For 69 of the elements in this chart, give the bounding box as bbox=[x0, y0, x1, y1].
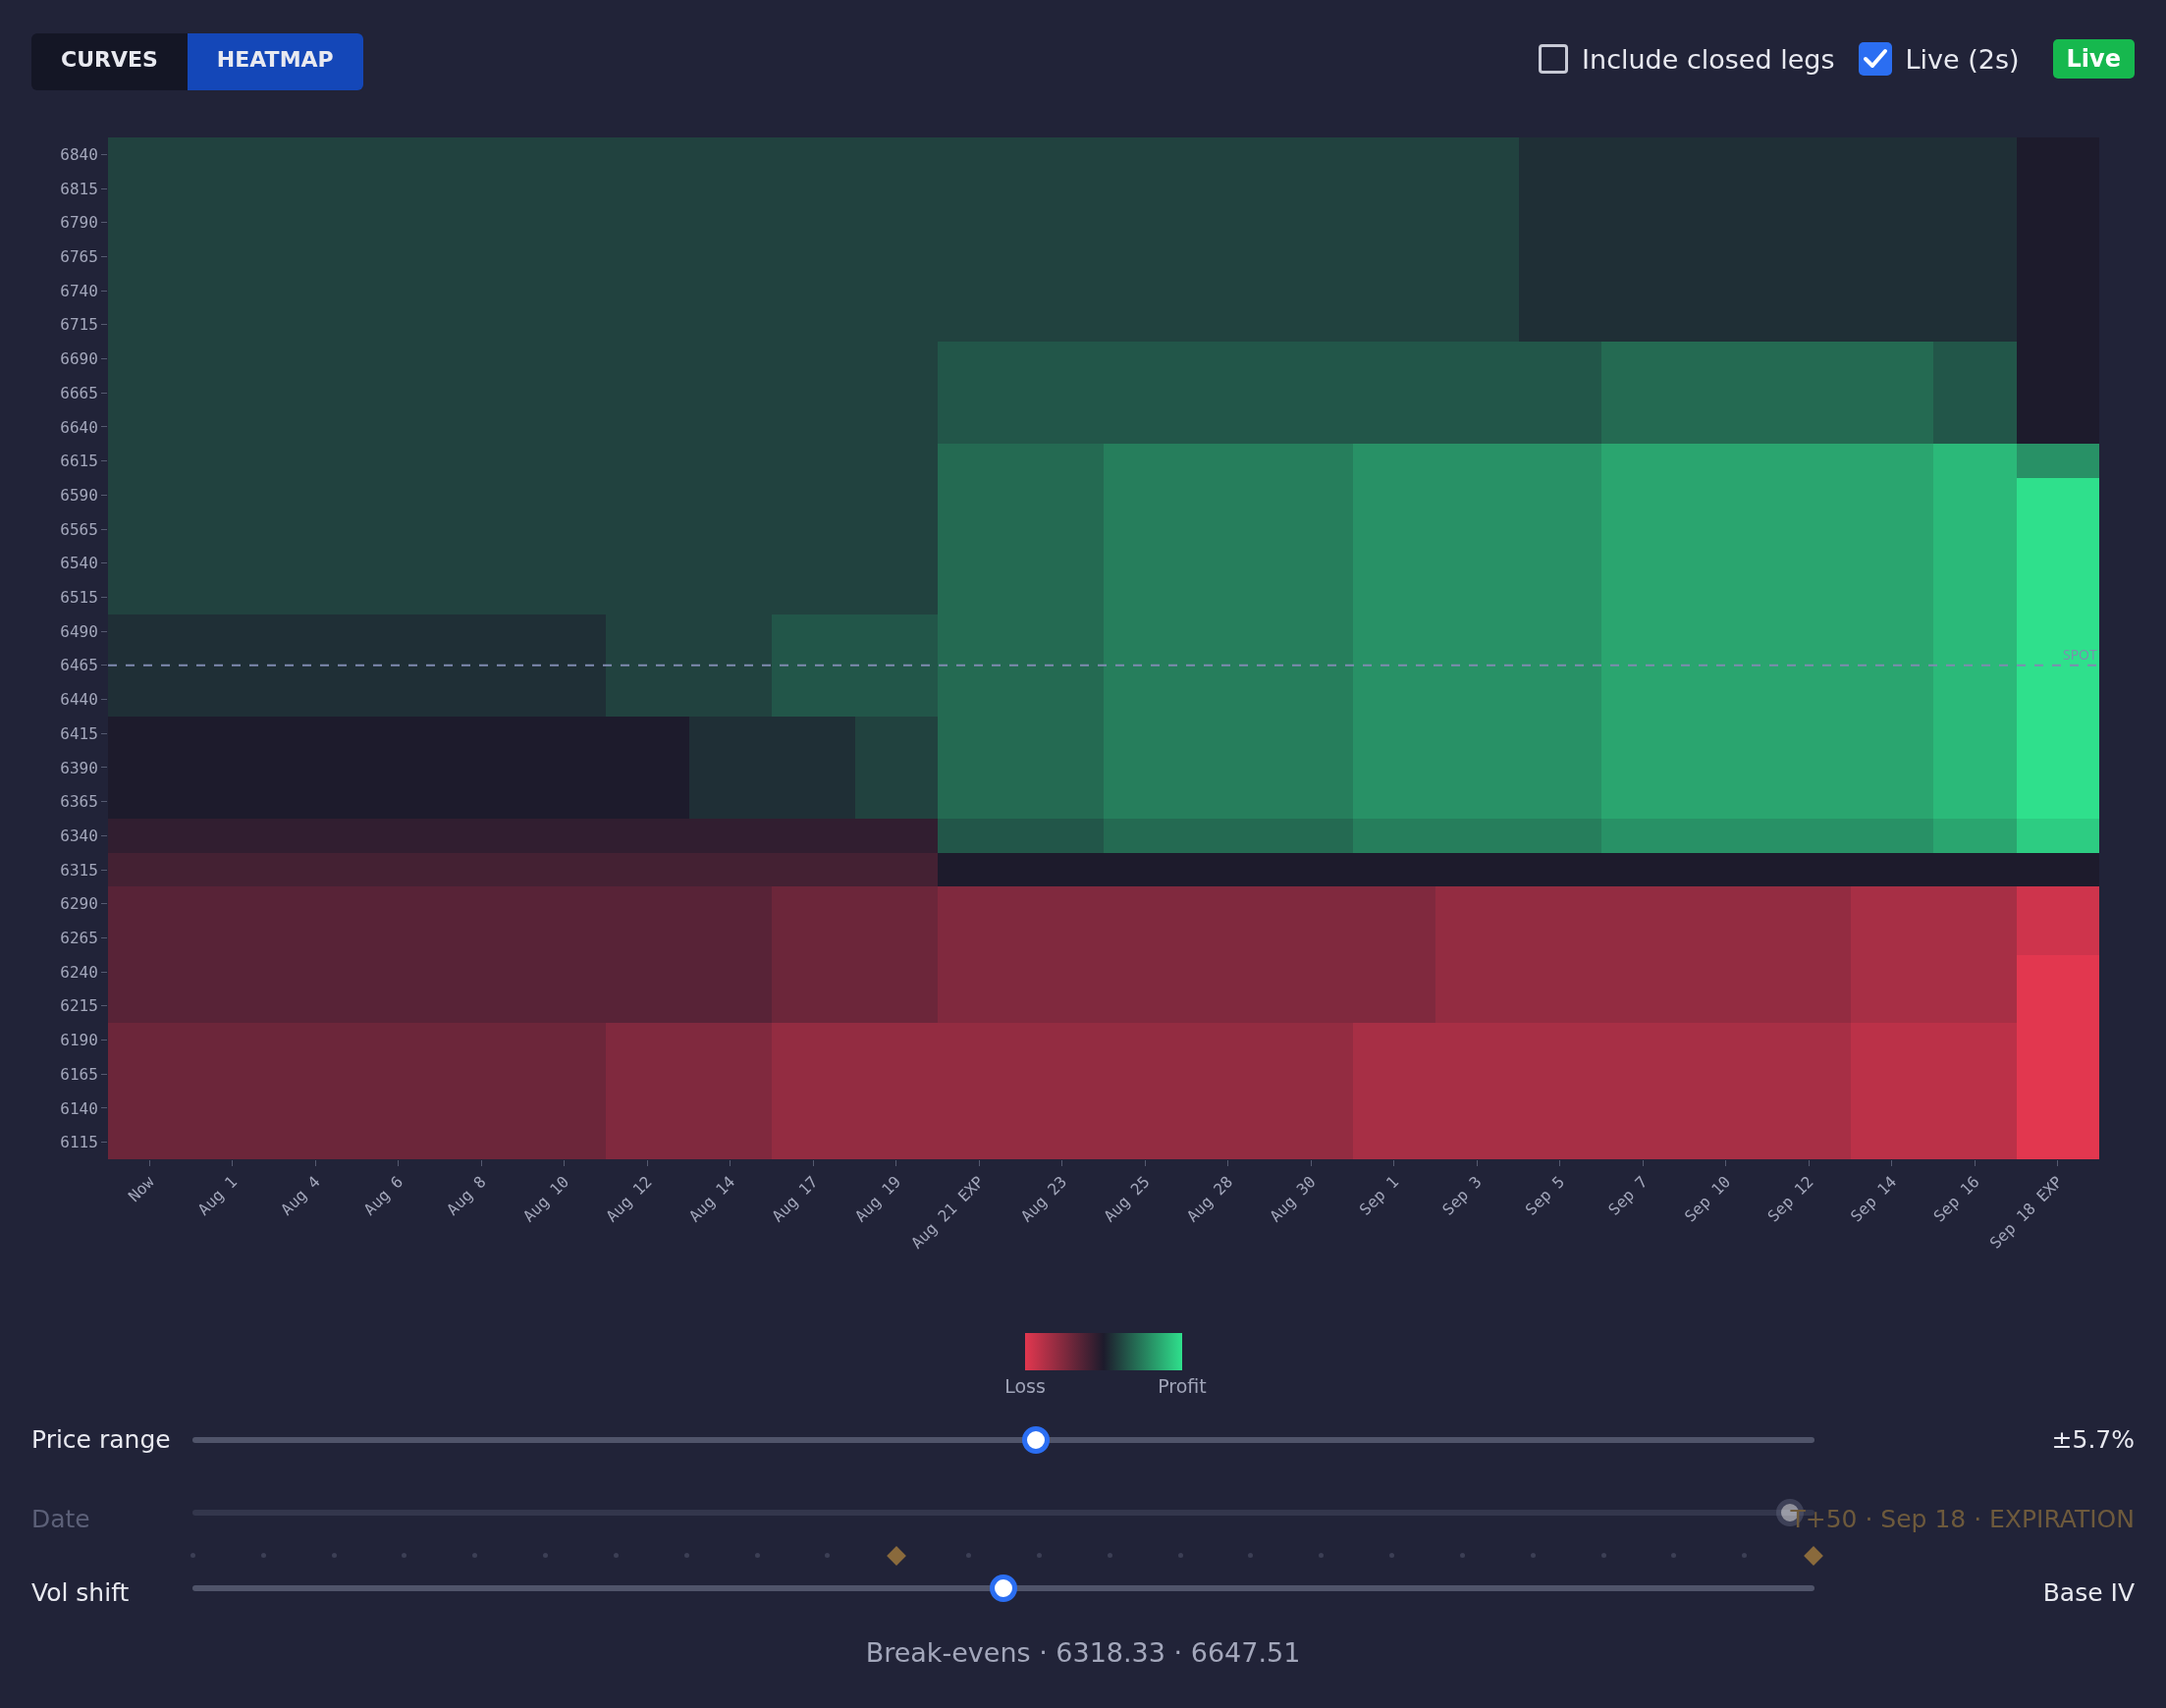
x-tick-label: Sep 18 EXP bbox=[1985, 1172, 2067, 1253]
x-tick-label: Aug 19 bbox=[850, 1172, 905, 1226]
x-tick-label: Aug 1 bbox=[193, 1172, 242, 1219]
y-tick-label: 6765 bbox=[60, 247, 98, 267]
x-tick-label: Aug 30 bbox=[1266, 1172, 1320, 1226]
x-tick-label: Sep 7 bbox=[1604, 1172, 1652, 1219]
x-tick-label: Aug 14 bbox=[684, 1172, 739, 1226]
y-tick-label: 6840 bbox=[60, 144, 98, 164]
x-tick-label: Sep 10 bbox=[1680, 1172, 1735, 1226]
y-tick-label: 6315 bbox=[60, 860, 98, 880]
y-tick-label: 6515 bbox=[60, 588, 98, 608]
x-tick-label: Sep 14 bbox=[1846, 1172, 1901, 1226]
y-tick-label: 6140 bbox=[60, 1098, 98, 1118]
y-tick-label: 6290 bbox=[60, 894, 98, 914]
y-tick-label: 6365 bbox=[60, 792, 98, 812]
y-tick-label: 6340 bbox=[60, 826, 98, 845]
y-tick-label: 6665 bbox=[60, 383, 98, 402]
y-tick-label: 6390 bbox=[60, 758, 98, 777]
text: Price range bbox=[31, 1425, 171, 1454]
text: Break-evens · 6318.33 · 6647.51 bbox=[864, 1637, 1302, 1668]
y-tick-label: 6165 bbox=[60, 1064, 98, 1084]
y-tick-label: 6240 bbox=[60, 962, 98, 982]
text: Vol shift bbox=[31, 1578, 130, 1607]
x-tick-label: Aug 8 bbox=[443, 1172, 490, 1219]
x-tick-label: Aug 21 EXP bbox=[907, 1172, 988, 1253]
y-tick-label: 6490 bbox=[60, 621, 98, 641]
x-tick-label: Sep 12 bbox=[1763, 1172, 1817, 1226]
y-tick-label: 6465 bbox=[60, 656, 98, 675]
y-tick-label: 6565 bbox=[60, 519, 98, 539]
y-tick-label: 6115 bbox=[60, 1133, 98, 1152]
text: ±5.7% bbox=[2051, 1425, 2135, 1454]
y-tick-label: 6215 bbox=[60, 996, 98, 1016]
text: Include closed legs bbox=[1582, 43, 1835, 75]
y-tick-label: 6715 bbox=[60, 315, 98, 335]
text: Live bbox=[2052, 39, 2135, 79]
y-tick-label: 6615 bbox=[60, 452, 98, 471]
x-tick-label: Sep 16 bbox=[1929, 1172, 1983, 1226]
text: HEATMAP bbox=[187, 33, 363, 90]
x-tick-label: Sep 5 bbox=[1521, 1172, 1569, 1219]
x-tick-label: Aug 6 bbox=[359, 1172, 407, 1219]
x-tick-label: Aug 23 bbox=[1016, 1172, 1071, 1226]
x-tick-label: Sep 1 bbox=[1355, 1172, 1403, 1219]
ref-line-label: SPOT bbox=[2063, 645, 2097, 664]
y-tick-label: 6440 bbox=[60, 690, 98, 710]
x-tick-label: Aug 12 bbox=[602, 1172, 656, 1226]
x-tick-label: Aug 25 bbox=[1100, 1172, 1154, 1226]
x-tick-label: Aug 17 bbox=[768, 1172, 822, 1226]
x-tick-label: Now bbox=[124, 1172, 158, 1206]
y-tick-label: 6540 bbox=[60, 554, 98, 573]
y-tick-label: 6790 bbox=[60, 213, 98, 233]
y-tick-label: 6690 bbox=[60, 349, 98, 369]
y-tick-label: 6590 bbox=[60, 485, 98, 505]
color-bar-label: Loss bbox=[1004, 1375, 1046, 1398]
x-tick-label: Sep 3 bbox=[1438, 1172, 1486, 1219]
y-tick-label: 6815 bbox=[60, 179, 98, 198]
text: CURVES bbox=[31, 33, 188, 90]
y-tick-label: 6640 bbox=[60, 417, 98, 437]
text: Date bbox=[31, 1505, 90, 1533]
x-tick-label: Aug 10 bbox=[518, 1172, 573, 1226]
text: T+50 · Sep 18 · EXPIRATION bbox=[1790, 1505, 2135, 1533]
y-tick-label: 6415 bbox=[60, 723, 98, 743]
text: Base IV bbox=[2042, 1578, 2135, 1607]
x-tick-label: Aug 28 bbox=[1182, 1172, 1237, 1226]
color-bar-label: Profit bbox=[1158, 1375, 1207, 1398]
x-tick-label: Aug 4 bbox=[277, 1172, 324, 1219]
y-tick-label: 6190 bbox=[60, 1031, 98, 1050]
y-tick-label: 6740 bbox=[60, 281, 98, 300]
text: Live (2s) bbox=[1905, 43, 2020, 75]
y-tick-label: 6265 bbox=[60, 929, 98, 948]
